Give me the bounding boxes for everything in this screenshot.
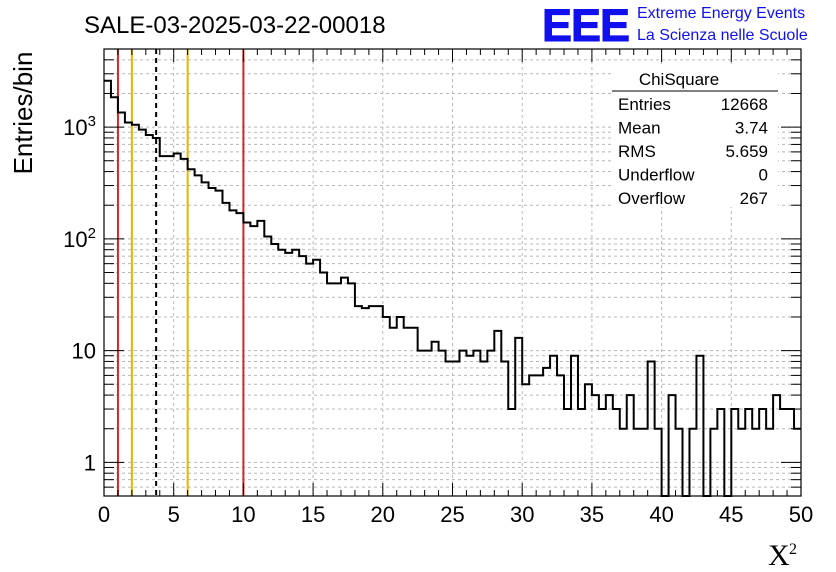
stats-row-value: 12668 <box>721 95 768 114</box>
axis-ticks <box>103 49 802 496</box>
x-tick-label: 10 <box>231 502 255 527</box>
x-tick-label: 20 <box>371 502 395 527</box>
logo-line-1: Extreme Energy Events <box>637 5 805 22</box>
y-tick-label: 103 <box>63 113 96 140</box>
stats-row-value: 267 <box>740 189 768 208</box>
eee-logo: EEE Extreme Energy Events La Scienza nel… <box>542 0 808 52</box>
stats-row-label: Underflow <box>618 166 695 185</box>
x-tick-label: 5 <box>168 502 180 527</box>
x-tick-label: 25 <box>440 502 464 527</box>
x-axis-label: X 2 <box>768 539 797 572</box>
x-tick-label: 40 <box>649 502 673 527</box>
y-tick-label: 1 <box>84 450 96 475</box>
stats-box-title: ChiSquare <box>639 70 719 89</box>
chart-title: SALE-03-2025-03-22-00018 <box>84 12 386 39</box>
x-tick-label: 50 <box>789 502 813 527</box>
stats-row-label: Entries <box>618 95 671 114</box>
y-axis-label: Entries/bin <box>8 52 38 175</box>
stats-row-value: 5.659 <box>725 142 768 161</box>
y-tick-label: 10 <box>72 339 96 364</box>
stats-box-background <box>612 65 778 207</box>
x-tick-label: 30 <box>510 502 534 527</box>
stats-row-value: 0 <box>759 166 768 185</box>
x-axis-label-base: X <box>768 539 790 572</box>
eee-logo-mark: EEE <box>542 0 629 51</box>
stats-row-label: Mean <box>618 119 661 138</box>
y-tick-label: 102 <box>63 225 96 252</box>
stats-row-label: RMS <box>618 142 656 161</box>
y-tick-labels: 1 10 102 103 <box>63 113 96 475</box>
x-tick-label: 45 <box>719 502 743 527</box>
x-tick-label: 0 <box>98 502 110 527</box>
x-tick-labels: 0 5 10 15 20 25 30 35 40 45 50 <box>98 502 813 527</box>
x-tick-label: 15 <box>301 502 325 527</box>
grid <box>104 49 801 496</box>
stats-row-label: Overflow <box>618 189 686 208</box>
x-tick-label: 35 <box>580 502 604 527</box>
logo-line-2: La Scienza nelle Scuole <box>637 27 808 44</box>
stats-box: ChiSquare Entries 12668 Mean 3.74 RMS 5.659 Un… <box>612 65 778 208</box>
x-axis-label-exponent: 2 <box>789 541 797 558</box>
stats-row-value: 3.74 <box>735 119 768 138</box>
